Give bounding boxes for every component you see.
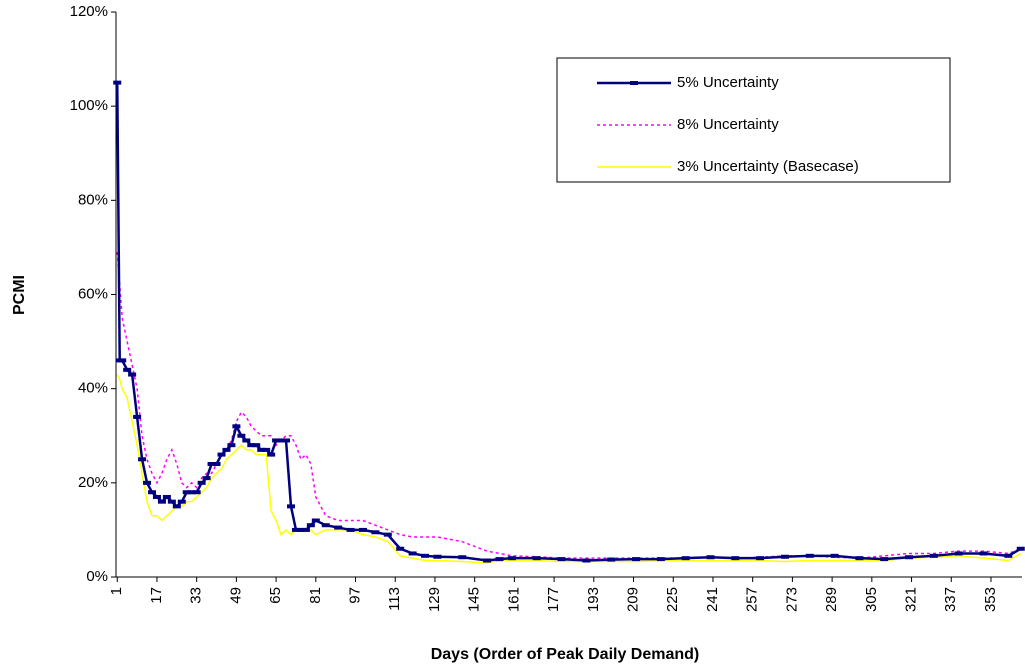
y-tick-label: 80% <box>78 191 108 208</box>
y-tick-label: 120% <box>70 3 108 20</box>
x-tick-label: 113 <box>386 587 403 611</box>
x-tick-label: 33 <box>188 587 205 604</box>
x-axis-title: Days (Order of Peak Daily Demand) <box>431 646 700 663</box>
x-tick-label: 145 <box>466 587 483 612</box>
x-tick-label: 337 <box>942 587 959 612</box>
x-tick-label: 161 <box>505 587 522 612</box>
x-tick-label: 17 <box>148 587 165 604</box>
y-tick-label: 20% <box>78 474 108 491</box>
x-tick-label: 97 <box>347 587 364 604</box>
x-tick-label: 241 <box>704 587 721 612</box>
x-tick-label: 305 <box>863 587 880 612</box>
x-tick-label: 257 <box>744 587 761 612</box>
y-tick-label: 0% <box>86 568 108 585</box>
x-tick-label: 177 <box>545 587 562 612</box>
series-line <box>116 252 1022 559</box>
x-tick-label: 289 <box>823 587 840 612</box>
legend-label: 8% Uncertainty <box>677 116 779 133</box>
y-tick-label: 60% <box>78 285 108 302</box>
x-tick-label: 1 <box>108 587 125 595</box>
x-tick-label: 49 <box>227 587 244 604</box>
series-line <box>116 374 1022 564</box>
x-tick-label: 81 <box>307 587 324 604</box>
y-tick-label: 40% <box>78 380 108 397</box>
x-tick-label: 129 <box>426 587 443 612</box>
x-tick-label: 193 <box>585 587 602 612</box>
x-tick-label: 273 <box>783 587 800 612</box>
x-tick-label: 209 <box>625 587 642 612</box>
legend-label: 5% Uncertainty <box>677 74 779 91</box>
y-axis-title: PCMI <box>11 275 28 315</box>
x-tick-label: 225 <box>664 587 681 612</box>
x-tick-label: 65 <box>267 587 284 604</box>
legend-label: 3% Uncertainty (Basecase) <box>677 158 859 175</box>
y-tick-label: 100% <box>70 97 108 114</box>
x-tick-label: 353 <box>982 587 999 612</box>
x-tick-label: 321 <box>903 587 920 612</box>
legend-box <box>556 57 951 183</box>
